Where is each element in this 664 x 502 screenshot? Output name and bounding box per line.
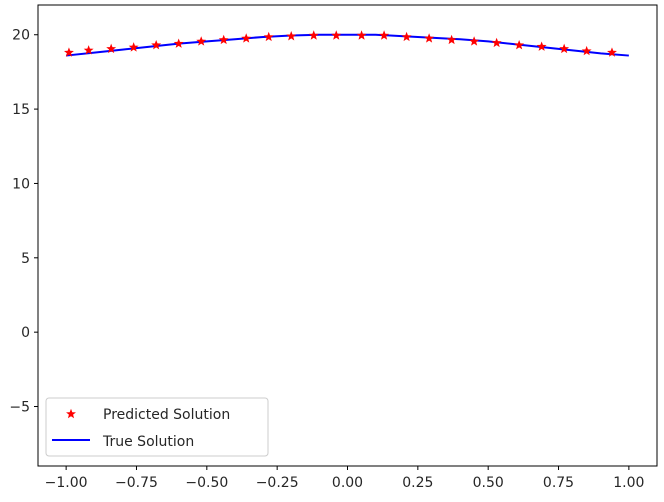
x-tick-label: 0.75 [543,475,574,491]
y-tick-label: 0 [21,325,30,341]
predicted-solution-point [607,47,617,57]
predicted-solution-point [151,39,162,50]
x-tick-label: 0.00 [332,475,363,491]
legend: Predicted Solution True Solution [45,397,269,457]
predicted-solution-point [196,36,207,46]
predicted-solution-point [308,30,319,40]
y-tick-label: 20 [12,28,30,44]
predicted-solution-point [469,36,480,46]
y-tick-label: 10 [12,176,30,192]
predicted-solution-point [173,38,184,48]
predicted-solution-point [559,43,570,54]
legend-label-true: True Solution [102,434,194,450]
predicted-solution-point [379,30,390,40]
x-tick-label: 0.25 [402,475,433,491]
predicted-solution-point [286,31,297,41]
predicted-solution-point [64,47,74,57]
predicted-solution-point [446,34,457,45]
y-tick-label: 15 [12,102,30,118]
x-tick-label: −0.50 [185,475,228,491]
x-tick-label: −1.00 [45,475,88,491]
predicted-solution-point [128,42,139,52]
predicted-solution-point [83,45,94,55]
predicted-solution-point [581,45,592,56]
predicted-solution-point [241,33,252,43]
legend-box [45,397,269,457]
predicted-solution-point [263,31,274,42]
x-tick-label: 1.00 [613,475,644,491]
predicted-solution-markers [64,30,617,57]
axis-ticks: −1.00 −0.75 −0.50 −0.25 0.00 0.25 0.50 0.75 1.00… [9,28,644,491]
predicted-solution-point [356,30,367,40]
plot-area [38,5,657,466]
predicted-solution-point [424,33,435,43]
y-tick-label: −5 [9,400,30,416]
predicted-solution-point [331,30,342,40]
true-solution-line [66,33,629,57]
legend-label-predicted: Predicted Solution [103,407,230,423]
predicted-solution-point [401,31,412,42]
predicted-solution-point [106,43,117,54]
predicted-solution-point [536,41,547,51]
x-tick-label: −0.25 [256,475,299,491]
predicted-solution-point [218,34,229,45]
predicted-solution-point [514,39,525,50]
plot-frame [37,4,658,467]
true-solution-line-group [66,33,629,57]
y-tick-label: 5 [21,251,30,267]
x-tick-label: 0.50 [473,475,504,491]
legend-star-marker [66,408,76,419]
x-tick-label: −0.75 [115,475,158,491]
predicted-solution-point [491,37,502,48]
